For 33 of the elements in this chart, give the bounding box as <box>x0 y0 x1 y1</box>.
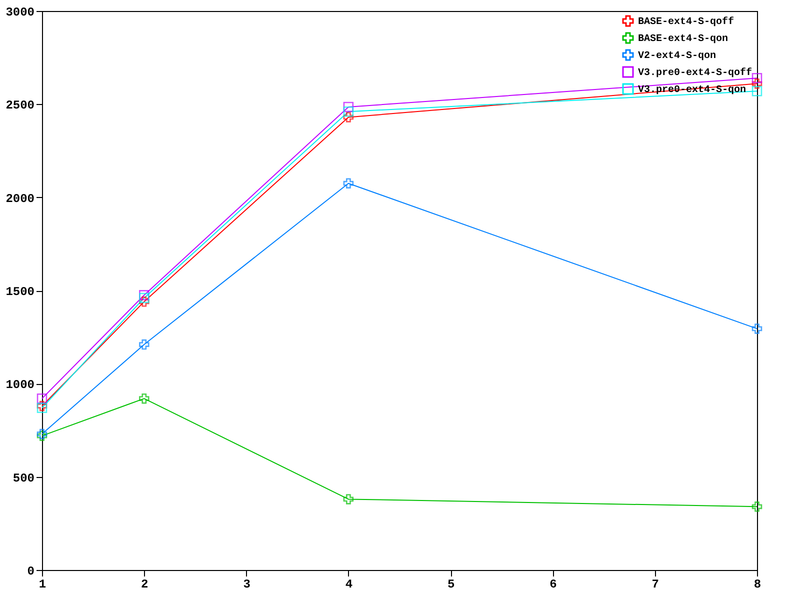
point <box>752 502 762 512</box>
y-tick-label: 2000 <box>6 192 34 206</box>
y-tick-label: 0 <box>27 564 34 578</box>
point <box>343 102 354 112</box>
y-tick-label: 500 <box>12 471 34 486</box>
point <box>139 339 150 350</box>
point <box>36 393 48 404</box>
x-tick-label: 4 <box>345 578 353 592</box>
legend-label: BASE-ext4-S-qoff <box>638 16 734 28</box>
x-tick-label: 7 <box>652 578 659 592</box>
point <box>752 86 762 96</box>
y-tick-label: 2500 <box>6 98 34 113</box>
y-tick-label: 1000 <box>6 378 34 392</box>
point <box>343 494 354 504</box>
point <box>752 78 762 89</box>
point <box>752 72 762 84</box>
point <box>752 324 762 334</box>
x-tick-label: 1 <box>38 578 46 592</box>
x-tick-label: 2 <box>141 578 148 592</box>
x-tick-label: 6 <box>550 578 557 592</box>
point <box>343 178 354 188</box>
x-tick-label: 8 <box>754 578 762 592</box>
legend-label: BASE-ext4-S-qon <box>638 34 728 45</box>
point <box>343 112 354 122</box>
y-tick-label: 3000 <box>6 6 34 20</box>
point <box>139 292 150 304</box>
y-tick-label: 1500 <box>6 285 34 299</box>
point <box>343 106 354 117</box>
x-tick-label: 5 <box>447 578 455 592</box>
legend-label: V2-ext4-S-qon <box>638 51 716 62</box>
point <box>139 393 150 404</box>
x-tick-label: 3 <box>243 578 250 592</box>
legend-label: V3.pre0-ext4-S-qoff <box>638 67 752 79</box>
